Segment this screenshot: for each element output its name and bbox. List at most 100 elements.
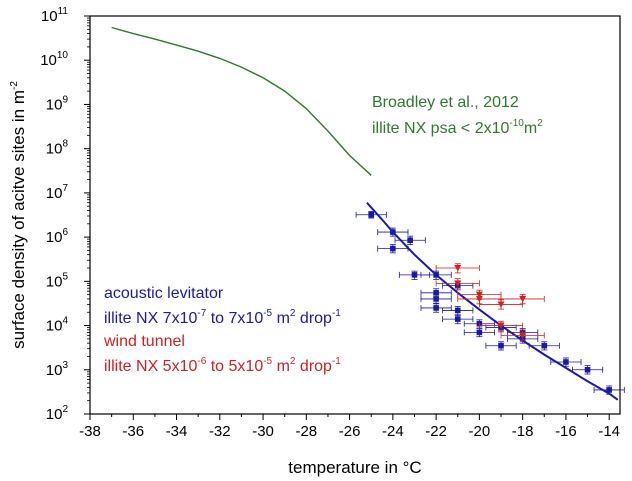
data-point-levitator xyxy=(442,314,474,325)
triangle-marker xyxy=(475,295,483,303)
wind-line2-sup-d: -1 xyxy=(332,356,341,367)
data-point-wind_tunnel xyxy=(435,263,480,274)
y-tick-label: 1010 xyxy=(40,50,68,69)
levitator-line2-d: drop xyxy=(295,310,332,327)
y-tick-exponent: 4 xyxy=(62,316,68,327)
data-point-levitator xyxy=(377,244,409,254)
data-point-levitator xyxy=(593,385,625,395)
y-tick-exponent: 9 xyxy=(62,94,68,105)
wind-line2-sup-a: -6 xyxy=(197,356,206,367)
y-tick-base: 10 xyxy=(46,185,63,202)
x-tick-label: -36 xyxy=(122,423,144,440)
y-tick-label: 1011 xyxy=(41,6,69,25)
y-tick-exponent: 7 xyxy=(62,183,68,194)
annotation-broadley-line1: Broadley et al., 2012 xyxy=(372,94,519,111)
data-point-levitator xyxy=(550,357,582,367)
broadley-line2-pre: illite NX psa < 2x10 xyxy=(372,120,510,137)
y-tick-exponent: 5 xyxy=(62,271,68,282)
y-tick-label: 106 xyxy=(46,227,69,246)
data-point-levitator xyxy=(485,341,517,351)
data-point-levitator xyxy=(394,235,426,245)
x-axis-ticks: -38 -36 -34 -32 -30 -28 -26 -24 -22 -20 -18 -16 -14 xyxy=(79,414,620,440)
levitator-line2-sup-d: -1 xyxy=(332,308,341,319)
annotation-levitator-line2: illite NX 7x10-7 to 7x10-5 m2 drop-1 xyxy=(104,308,341,327)
x-tick-label: -26 xyxy=(339,423,361,440)
series-line-fit xyxy=(366,202,619,401)
levitator-line2-sup-a: -7 xyxy=(197,308,206,319)
y-tick-label: 102 xyxy=(46,404,69,423)
y-tick-base: 10 xyxy=(46,362,63,379)
series-line-broadley xyxy=(111,26,372,176)
x-tick-label: -24 xyxy=(382,423,404,440)
y-tick-base: 10 xyxy=(46,406,63,423)
data-point-levitator xyxy=(528,341,560,351)
y-tick-base: 10 xyxy=(41,8,58,25)
x-tick-label: -22 xyxy=(425,423,447,440)
y-tick-base: 10 xyxy=(46,318,63,335)
annotation-levitator-line1: acoustic levitator xyxy=(104,285,224,302)
square-marker xyxy=(454,316,461,322)
x-tick-label: -20 xyxy=(469,423,491,440)
data-point-wind_tunnel xyxy=(457,294,502,305)
wind-line2-d: drop xyxy=(295,358,332,375)
x-tick-label: -18 xyxy=(512,423,534,440)
plot-frame xyxy=(89,15,621,415)
y-tick-exponent: 6 xyxy=(62,227,68,238)
broadley-line2-sup2: 2 xyxy=(537,118,543,129)
x-tick-label: -28 xyxy=(295,423,317,440)
annotation-broadley-line2: illite NX psa < 2x10-10m2 xyxy=(372,118,543,137)
y-tick-label: 109 xyxy=(46,94,69,113)
x-tick-label: -30 xyxy=(252,423,274,440)
y-tick-label: 105 xyxy=(46,271,69,290)
square-marker xyxy=(368,211,375,218)
square-marker xyxy=(541,342,548,349)
x-axis-title: temperature in °C xyxy=(288,458,421,477)
annotation-wind-tunnel-line2: illite NX 5x10-6 to 5x10-5 m2 drop-1 xyxy=(104,356,341,375)
broadley-line2-mid: m xyxy=(524,120,537,137)
y-axis-title: surface density of acitve sites in m-2 xyxy=(9,81,28,349)
square-marker xyxy=(407,237,413,244)
square-marker xyxy=(411,272,418,278)
triangle-marker xyxy=(519,295,527,303)
square-marker xyxy=(476,329,483,336)
data-point-wind_tunnel xyxy=(478,299,524,310)
triangle-marker xyxy=(454,265,462,272)
wind-line2-b: to 5x10 xyxy=(206,358,263,375)
data-point-levitator xyxy=(420,303,452,313)
levitator-line2-b: to 7x10 xyxy=(206,310,263,327)
broadley-line2-sup1: -10 xyxy=(509,118,524,129)
square-marker xyxy=(498,342,504,349)
y-tick-exponent: 10 xyxy=(57,50,69,61)
square-marker xyxy=(606,387,612,393)
square-marker xyxy=(433,305,439,311)
levitator-line2-sup-b: -5 xyxy=(263,308,272,319)
y-tick-base: 10 xyxy=(46,141,63,158)
square-marker xyxy=(584,366,591,373)
y-tick-base: 10 xyxy=(46,273,63,290)
x-tick-label: -14 xyxy=(598,423,620,440)
x-tick-label: -34 xyxy=(166,423,188,440)
data-point-levitator xyxy=(420,294,452,304)
y-tick-label: 107 xyxy=(46,183,69,202)
y-tick-exponent: 2 xyxy=(62,404,68,415)
x-tick-label: -16 xyxy=(555,423,577,440)
y-tick-exponent: 11 xyxy=(58,6,69,17)
wind-line2-sup-b: -5 xyxy=(263,356,272,367)
levitator-line2-c: m xyxy=(272,310,290,327)
square-marker xyxy=(390,245,396,252)
data-point-levitator xyxy=(398,270,431,280)
triangle-marker xyxy=(454,280,462,287)
wind-line2-sup-c: 2 xyxy=(290,356,296,367)
y-tick-base: 10 xyxy=(40,52,57,69)
x-tick-label: -32 xyxy=(209,423,231,440)
y-tick-exponent: 8 xyxy=(62,139,68,150)
y-tick-label: 103 xyxy=(46,360,69,379)
y-tick-label: 104 xyxy=(46,316,69,335)
triangle-marker xyxy=(519,332,527,339)
square-marker xyxy=(433,290,439,296)
square-marker xyxy=(390,229,396,235)
square-marker xyxy=(433,296,439,302)
data-point-levitator xyxy=(355,211,387,219)
annotation-wind-tunnel-line1: wind tunnel xyxy=(103,333,185,350)
